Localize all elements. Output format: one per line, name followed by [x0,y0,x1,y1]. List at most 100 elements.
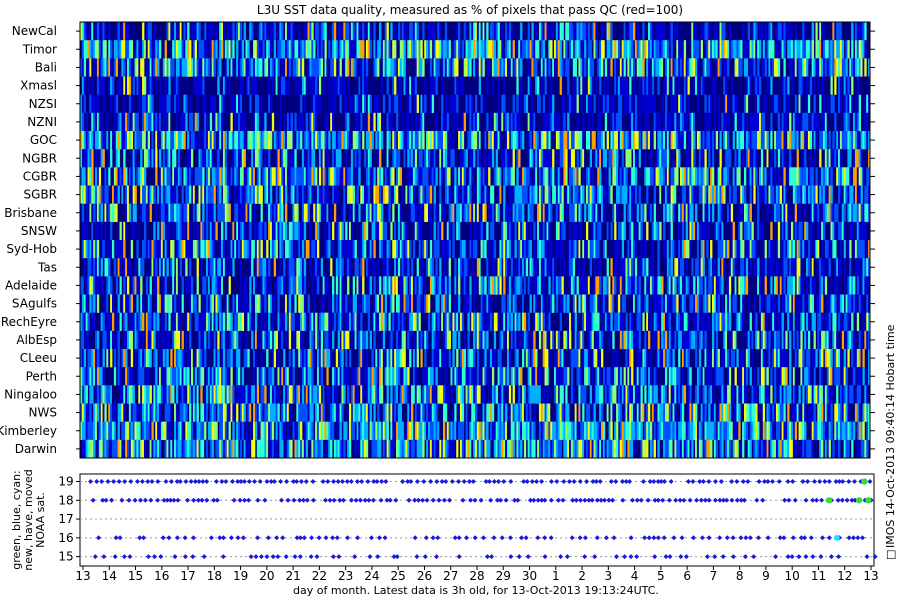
heatmap-cell [347,76,350,95]
heatmap-cell [574,40,577,59]
heatmap-cell [264,312,267,332]
heatmap-cell [777,276,781,295]
heatmap-cell [537,131,540,150]
heatmap-cell [281,167,284,186]
heatmap-cell [736,58,739,77]
heatmap-cell [333,22,337,41]
heatmap-cell [634,312,638,332]
heatmap-cell [822,58,826,77]
heatmap-cell [674,294,677,313]
heatmap-cell [93,312,96,332]
heatmap-cell [386,240,389,259]
heatmap-cell [403,221,406,241]
heatmap-cell [456,22,459,41]
heatmap-cell [535,22,538,41]
heatmap-cell [134,312,137,332]
heatmap-cell [309,221,312,241]
heatmap-cell [619,112,623,132]
heatmap-cell [181,40,184,59]
heatmap-cell [459,131,463,150]
heatmap-cell [854,221,858,241]
heatmap-cell [683,76,687,95]
heatmap-cell [591,131,594,150]
heatmap-cell [491,131,495,150]
heatmap-cell [187,58,190,77]
heatmap-cell [354,58,357,77]
heatmap-cell [211,58,214,77]
heatmap-cell [160,131,164,150]
heatmap-cell [787,203,790,223]
heatmap-cell [174,294,177,313]
heatmap-cell [751,40,754,59]
heatmap-cell [260,131,263,150]
heatmap-cell [392,203,395,223]
heatmap-cell [190,131,194,150]
heatmap-cell [441,203,444,223]
heatmap-cell [629,94,632,114]
heatmap-cell [764,94,767,114]
heatmap-cell [734,40,737,59]
heatmap-cell [529,149,532,168]
heatmap-cell [458,294,461,313]
heatmap-cell [789,221,792,241]
heatmap-cell [839,221,843,241]
heatmap-cell [681,221,685,241]
heatmap-cell [81,203,85,223]
heatmap-cell [506,131,510,150]
heatmap-cell [459,312,463,332]
heatmap-cell [804,167,807,186]
heatmap-cell [860,58,863,77]
heatmap-cell [247,40,250,59]
heatmap-cell [772,40,775,59]
heatmap-cell [525,185,529,204]
heatmap-cell [226,22,229,41]
heatmap-cell [467,58,470,77]
heatmap-cell [111,294,115,313]
heatmap-cell [625,185,628,204]
heatmap-cell [749,58,752,77]
heatmap-cell [281,185,284,204]
heatmap-cell [514,58,517,77]
heatmap-cell [102,58,105,77]
heatmap-cell [834,76,837,95]
heatmap-cell [839,149,843,168]
heatmap-cell [527,149,530,168]
heatmap-cell [384,22,387,41]
heatmap-cell [843,131,846,150]
heatmap-cell [631,58,634,77]
heatmap-cell [614,131,617,150]
heatmap-cell [614,203,617,223]
heatmap-cell [422,131,425,150]
heatmap-cell [217,185,220,204]
heatmap-cell [747,167,751,186]
heatmap-cell [119,40,122,59]
heatmap-cell [324,40,327,59]
heatmap-cell [123,22,126,41]
heatmap-cell [87,40,90,59]
heatmap-cell [290,112,293,132]
heatmap-cell [239,131,243,150]
heatmap-cell [422,294,425,313]
heatmap-cell [458,185,461,204]
heatmap-cell [713,221,717,241]
heatmap-cell [87,185,90,204]
heatmap-cell [236,40,239,59]
heatmap-cell [91,203,94,223]
heatmap-cell [843,221,846,241]
heatmap-cell [552,149,555,168]
heatmap-cell [512,149,515,168]
heatmap-cell [623,22,626,41]
heatmap-cell [540,40,544,59]
heatmap-cell [213,131,216,150]
heatmap-cell [123,94,126,114]
heatmap-cell [674,167,677,186]
heatmap-cell [175,221,179,241]
heatmap-cell [91,294,94,313]
heatmap-cell [416,40,419,59]
heatmap-cell [824,167,828,186]
heatmap-cell [499,276,502,295]
heatmap-cell [283,40,286,59]
heatmap-cell [646,131,649,150]
heatmap-cell [617,94,621,114]
heatmap-cell [753,112,756,132]
